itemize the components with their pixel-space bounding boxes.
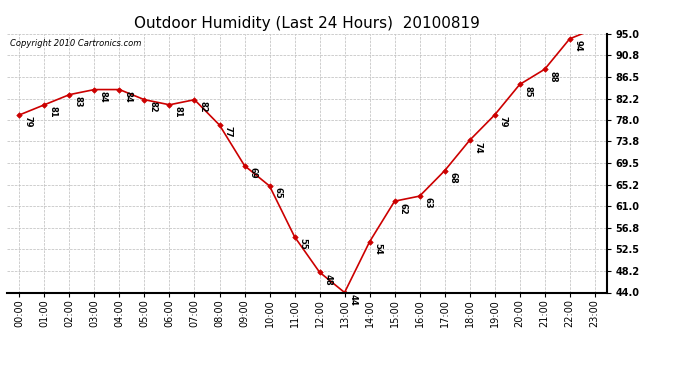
Text: 55: 55 (299, 238, 308, 250)
Text: Copyright 2010 Cartronics.com: Copyright 2010 Cartronics.com (10, 39, 141, 48)
Text: 81: 81 (174, 106, 183, 118)
Text: 44: 44 (348, 294, 357, 306)
Text: 68: 68 (448, 172, 457, 184)
Text: 88: 88 (549, 70, 558, 82)
Text: 82: 82 (148, 101, 157, 113)
Text: 77: 77 (224, 126, 233, 138)
Text: 82: 82 (199, 101, 208, 113)
Text: 48: 48 (324, 274, 333, 285)
Text: 96: 96 (0, 374, 1, 375)
Text: 94: 94 (574, 40, 583, 52)
Text: 83: 83 (74, 96, 83, 108)
Text: 65: 65 (274, 188, 283, 199)
Title: Outdoor Humidity (Last 24 Hours)  20100819: Outdoor Humidity (Last 24 Hours) 2010081… (134, 16, 480, 31)
Text: 74: 74 (474, 142, 483, 153)
Text: 79: 79 (499, 116, 508, 128)
Text: 54: 54 (374, 243, 383, 255)
Text: 85: 85 (524, 86, 533, 98)
Text: 84: 84 (99, 91, 108, 103)
Text: 79: 79 (23, 116, 32, 128)
Text: 62: 62 (399, 202, 408, 214)
Text: 63: 63 (424, 198, 433, 209)
Text: 84: 84 (124, 91, 132, 103)
Text: 81: 81 (48, 106, 57, 118)
Text: 69: 69 (248, 167, 257, 178)
